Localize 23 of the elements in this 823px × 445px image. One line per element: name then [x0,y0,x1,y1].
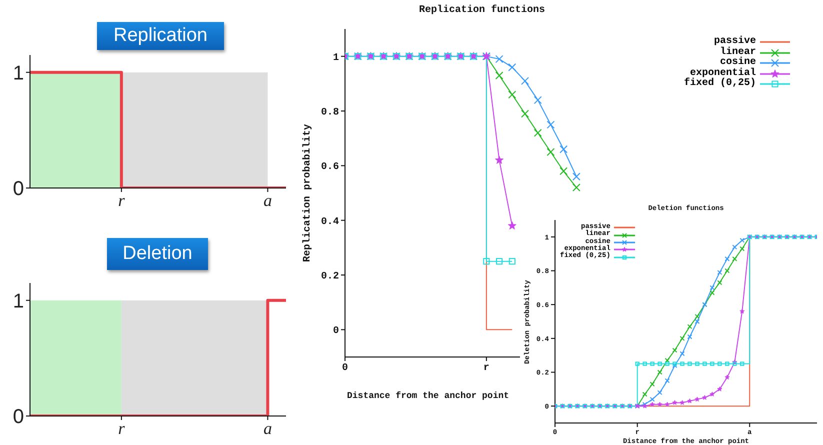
y-tick-label: 1 [332,52,339,64]
x-tick-label: a [263,419,272,438]
x-tick-label: a [263,191,272,210]
y-tick-label: 0.4 [320,216,339,228]
legend-label: exponential [690,68,756,78]
chart-title: Deletion [107,238,208,270]
y-axis-title: Replication probability [302,124,314,262]
chart-title: Replication [97,22,224,50]
x-tick-label: r [118,191,126,210]
x-tick-label: r [483,363,490,374]
legend-label: linear [720,46,756,58]
y-tick-label: 0.6 [320,162,339,174]
legend-label: fixed (0,25) [684,78,756,90]
legend-label: passive [714,36,756,47]
x-axis-title: Distance from the anchor point [347,391,510,401]
chart-title: Replication functions [418,5,546,16]
y-tick-label: 0.2 [320,272,339,283]
x-tick-label: r [118,419,126,438]
legend-label: cosine [720,57,756,68]
y-tick-label: 0 [332,326,339,338]
y-tick-label: 1 [12,62,24,84]
y-tick-label: 1 [12,290,24,312]
y-tick-label: 0.8 [320,108,339,119]
